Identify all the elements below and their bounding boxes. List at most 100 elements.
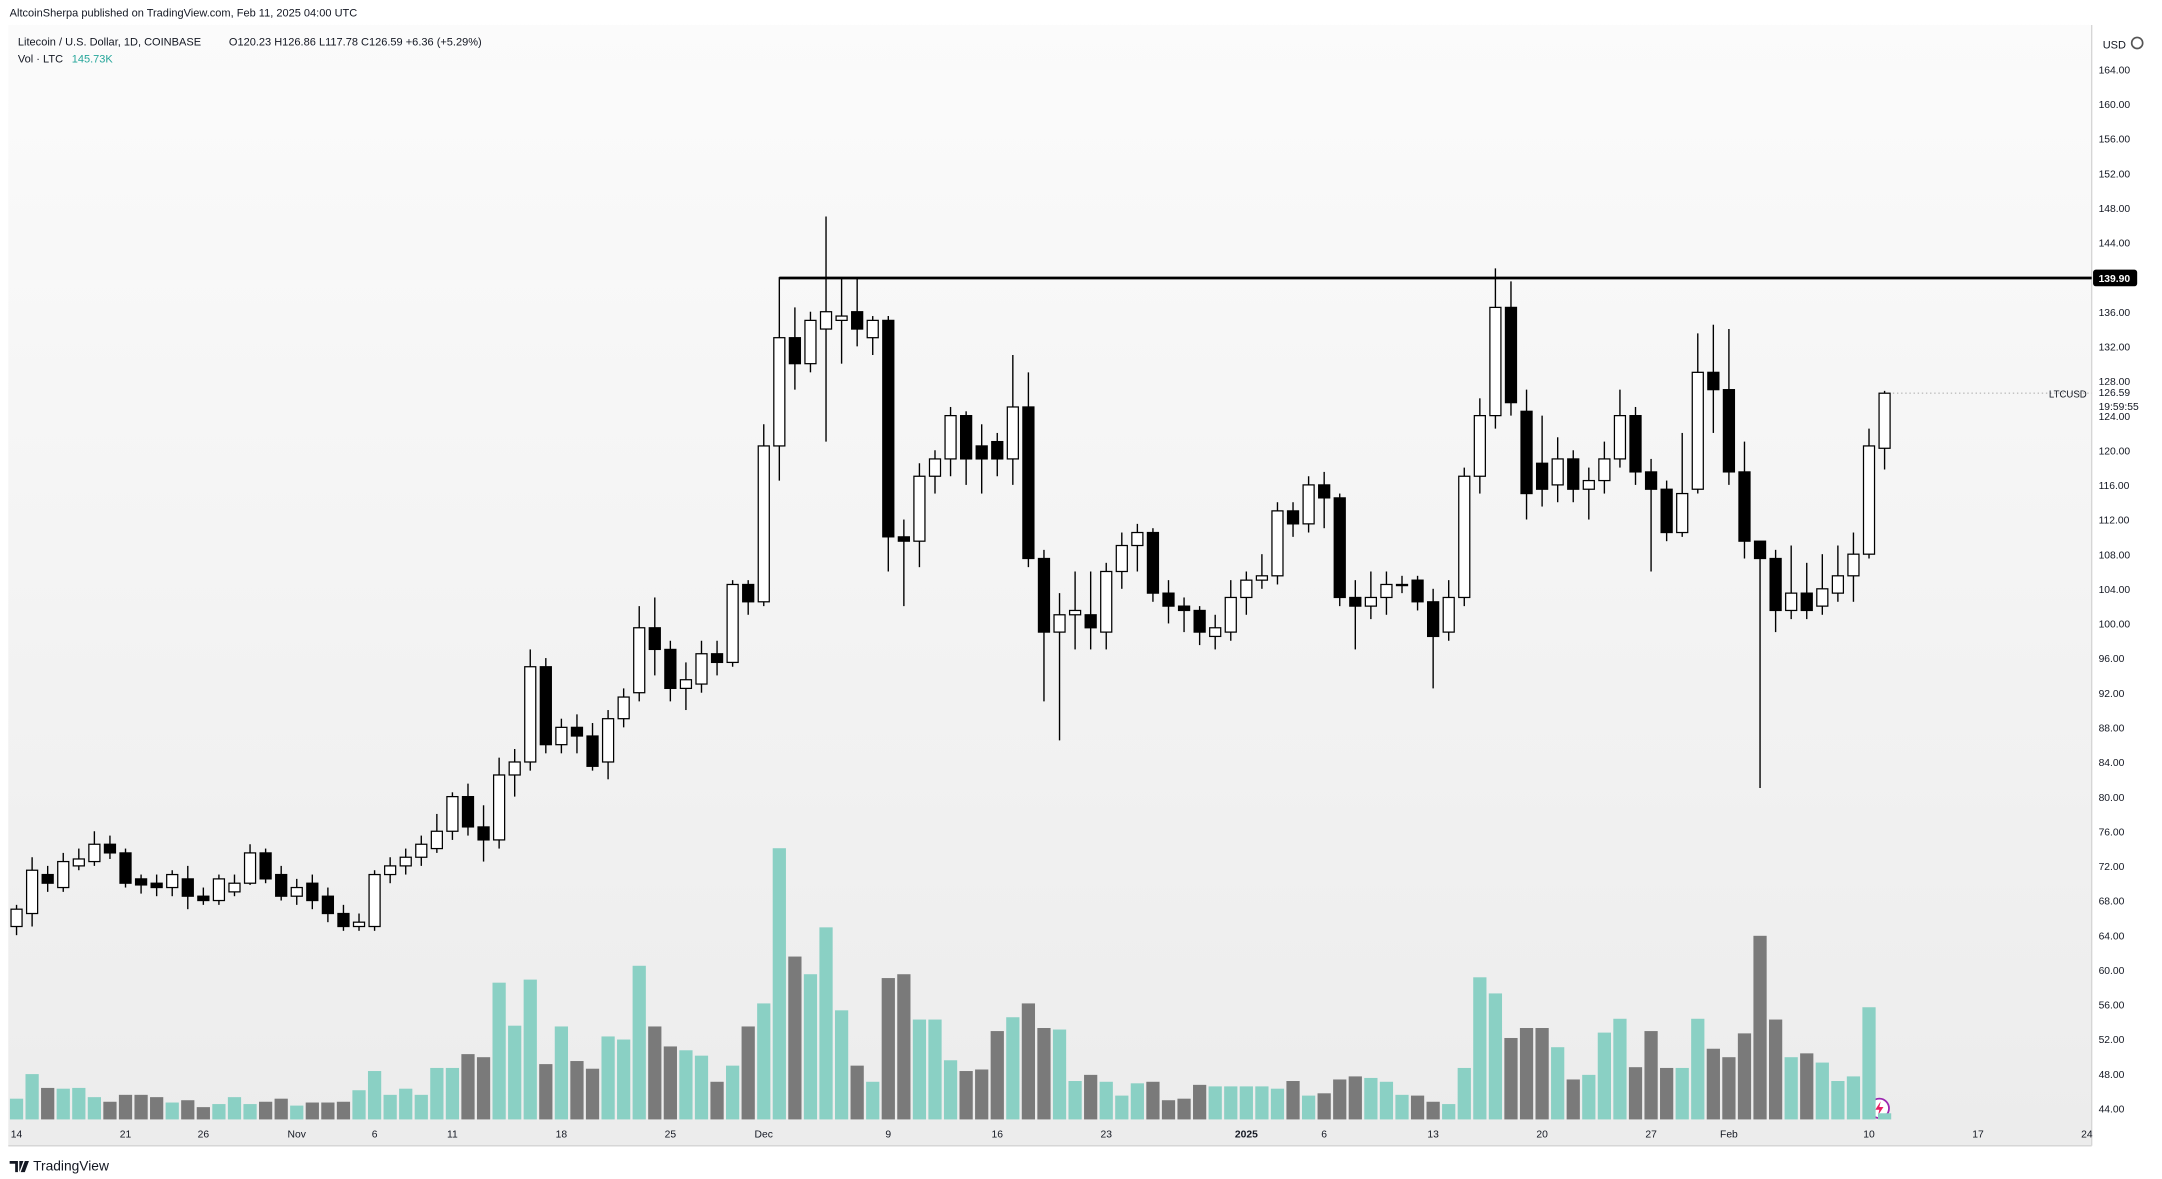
footer-logo[interactable]: TradingView <box>9 1158 110 1174</box>
candle-body <box>103 843 117 854</box>
footer-logo-text[interactable]: TradingView <box>33 1158 110 1174</box>
volume-bar <box>1239 1086 1253 1120</box>
candle-body <box>524 666 537 763</box>
candle-body <box>1364 596 1378 607</box>
volume-bar <box>383 1094 397 1120</box>
x-tick-label: 20 <box>1536 1129 1548 1140</box>
volume-bar <box>959 1071 973 1120</box>
candle-body <box>1722 389 1736 473</box>
volume-bar <box>1052 1029 1067 1120</box>
volume-bar <box>181 1100 195 1120</box>
volume-bar <box>1410 1095 1425 1120</box>
candle-body <box>57 860 70 889</box>
x-tick-label: 17 <box>1972 1129 1984 1140</box>
volume-bar <box>1161 1100 1176 1120</box>
candle-body <box>1676 492 1689 534</box>
y-tick-label: 76.00 <box>2099 827 2125 838</box>
volume-bar <box>87 1097 101 1120</box>
y-tick-label: 48.00 <box>2099 1070 2125 1081</box>
volume-bar <box>1846 1076 1861 1120</box>
candle-body <box>773 337 786 447</box>
volume-bar <box>196 1107 210 1120</box>
volume-bar <box>1255 1086 1269 1120</box>
candle-body <box>1349 596 1362 607</box>
candle-body <box>1146 531 1160 594</box>
level-label: 139.90 <box>2099 274 2131 285</box>
volume-bar <box>990 1031 1004 1120</box>
candle-body <box>72 858 85 867</box>
candle-body <box>88 843 101 863</box>
x-tick-label: Feb <box>1720 1129 1738 1140</box>
y-tick-label: 108.00 <box>2099 550 2131 561</box>
x-tick-label: 25 <box>665 1129 677 1140</box>
volume-bar <box>1519 1028 1534 1120</box>
x-tick-label: 10 <box>1863 1129 1875 1140</box>
candle-body <box>1816 588 1829 607</box>
y-tick-label: 96.00 <box>2099 654 2125 665</box>
candle-body <box>1613 415 1627 460</box>
settings-icon-ring[interactable] <box>2130 36 2144 50</box>
candle-body <box>1535 462 1549 490</box>
volume-bar <box>1317 1093 1331 1120</box>
candle-body <box>1411 579 1424 603</box>
volume-bar <box>601 1036 615 1120</box>
candle-body <box>1567 458 1580 490</box>
candle-body <box>710 653 724 664</box>
volume-bar <box>663 1046 677 1120</box>
volume-bar <box>1208 1086 1222 1120</box>
candle-body <box>1380 583 1393 599</box>
candle-body <box>1520 410 1533 495</box>
volume-bar <box>430 1067 444 1120</box>
candle-body <box>1644 471 1658 490</box>
lightning-icon-bolt[interactable] <box>1875 1101 1884 1116</box>
candle-body <box>352 921 366 928</box>
candle-body <box>430 830 443 850</box>
candle-body <box>1442 596 1455 633</box>
candle-body <box>726 583 739 664</box>
volume-bar <box>1348 1076 1362 1120</box>
candle-body <box>539 666 552 746</box>
candle-body <box>41 873 54 884</box>
last-price-box <box>2093 384 2149 413</box>
countdown: 19:59:55 <box>2099 402 2139 413</box>
candle-body <box>555 726 568 746</box>
volume-bar <box>150 1097 164 1120</box>
last-price-label: 126.59 <box>2099 388 2131 399</box>
y-tick-label: 52.00 <box>2099 1035 2125 1046</box>
candle-body <box>1800 592 1813 612</box>
candle-body <box>150 882 163 889</box>
volume-bar <box>56 1088 70 1120</box>
candle-body <box>570 726 584 737</box>
candle-body <box>882 319 895 538</box>
volume-bar <box>336 1101 351 1120</box>
candle-body <box>1022 406 1035 560</box>
volume-bar <box>757 1003 771 1120</box>
volume-bar <box>9 1098 24 1120</box>
volume-bar <box>103 1101 117 1120</box>
volume-name: Vol · LTC <box>18 53 63 65</box>
candle-body <box>1006 406 1019 460</box>
y-tick-label: 132.00 <box>2099 342 2131 353</box>
x-tick-label: 11 <box>447 1129 458 1140</box>
volume-bar <box>1068 1081 1082 1120</box>
candle-body <box>1831 575 1845 594</box>
candle-body <box>601 718 615 763</box>
candle-body <box>975 445 988 460</box>
volume-bar <box>1084 1074 1098 1120</box>
y-tick-label: 44.00 <box>2099 1104 2125 1115</box>
candle-body <box>1862 445 1876 555</box>
footer-logo-mark[interactable] <box>9 1160 29 1173</box>
candle-body <box>1473 415 1486 477</box>
candle-body <box>1660 488 1673 534</box>
volume-bar <box>1784 1057 1798 1120</box>
candle-body <box>243 852 257 884</box>
candle-body <box>991 440 1004 460</box>
volume-bar <box>1768 1019 1783 1120</box>
x-tick-label: 14 <box>11 1129 23 1140</box>
settings-icon[interactable] <box>2130 36 2144 50</box>
volume-bar <box>134 1094 148 1120</box>
candle-body <box>1582 479 1595 490</box>
candle-body <box>944 415 957 460</box>
y-tick-label: 116.00 <box>2099 481 2130 492</box>
y-tick-label: 136.00 <box>2099 308 2131 319</box>
